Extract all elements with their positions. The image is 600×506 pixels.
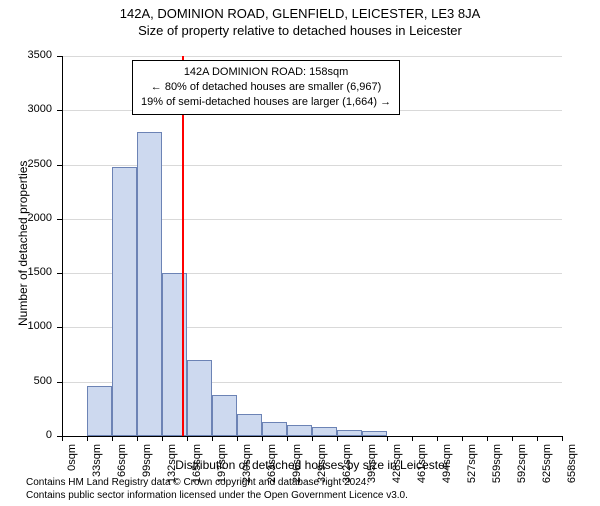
ytick-label: 500	[12, 375, 52, 387]
xtick-mark	[537, 436, 538, 441]
histogram-bar	[187, 360, 212, 436]
footer-attribution: Contains HM Land Registry data © Crown c…	[26, 476, 408, 502]
annotation-line-3: 19% of semi-detached houses are larger (…	[141, 95, 391, 110]
ytick-label: 2500	[12, 158, 52, 170]
histogram-bar	[87, 386, 112, 436]
xtick-mark	[62, 436, 63, 441]
xtick-mark	[137, 436, 138, 441]
x-axis-label: Distribution of detached houses by size …	[62, 458, 562, 472]
histogram-bar	[212, 395, 237, 436]
xtick-mark	[387, 436, 388, 441]
xtick-mark	[487, 436, 488, 441]
page-title: 142A, DOMINION ROAD, GLENFIELD, LEICESTE…	[0, 6, 600, 21]
xtick-label: 658sqm	[566, 444, 578, 484]
footer-line-1: Contains HM Land Registry data © Crown c…	[26, 476, 408, 489]
histogram-bar	[287, 425, 312, 436]
xtick-mark	[162, 436, 163, 441]
chart-plot-area: 05001000150020002500300035000sqm33sqm66s…	[62, 56, 562, 436]
gridline	[62, 56, 562, 57]
histogram-bar	[262, 422, 287, 436]
annotation-box: 142A DOMINION ROAD: 158sqm← 80% of detac…	[132, 60, 400, 115]
histogram-bar	[237, 414, 262, 436]
ytick-label: 3500	[12, 49, 52, 61]
xtick-mark	[262, 436, 263, 441]
ytick-label: 0	[12, 429, 52, 441]
page-subtitle: Size of property relative to detached ho…	[0, 23, 600, 38]
y-axis	[62, 56, 63, 436]
ytick-label: 1500	[12, 266, 52, 278]
xtick-mark	[187, 436, 188, 441]
xtick-mark	[237, 436, 238, 441]
ytick-label: 3000	[12, 103, 52, 115]
ytick-label: 1000	[12, 320, 52, 332]
xtick-mark	[287, 436, 288, 441]
xtick-mark	[337, 436, 338, 441]
histogram-bar	[137, 132, 162, 436]
xtick-mark	[437, 436, 438, 441]
xtick-mark	[512, 436, 513, 441]
xtick-mark	[87, 436, 88, 441]
annotation-line-2: ← 80% of detached houses are smaller (6,…	[141, 80, 391, 95]
xtick-mark	[562, 436, 563, 441]
histogram-bar	[312, 427, 337, 436]
annotation-line-1: 142A DOMINION ROAD: 158sqm	[141, 65, 391, 80]
y-axis-label: Number of detached properties	[16, 161, 30, 326]
xtick-mark	[462, 436, 463, 441]
xtick-mark	[412, 436, 413, 441]
xtick-mark	[212, 436, 213, 441]
ytick-label: 2000	[12, 212, 52, 224]
histogram-bar	[112, 167, 137, 436]
xtick-mark	[312, 436, 313, 441]
xtick-mark	[362, 436, 363, 441]
xtick-mark	[112, 436, 113, 441]
footer-line-2: Contains public sector information licen…	[26, 489, 408, 502]
